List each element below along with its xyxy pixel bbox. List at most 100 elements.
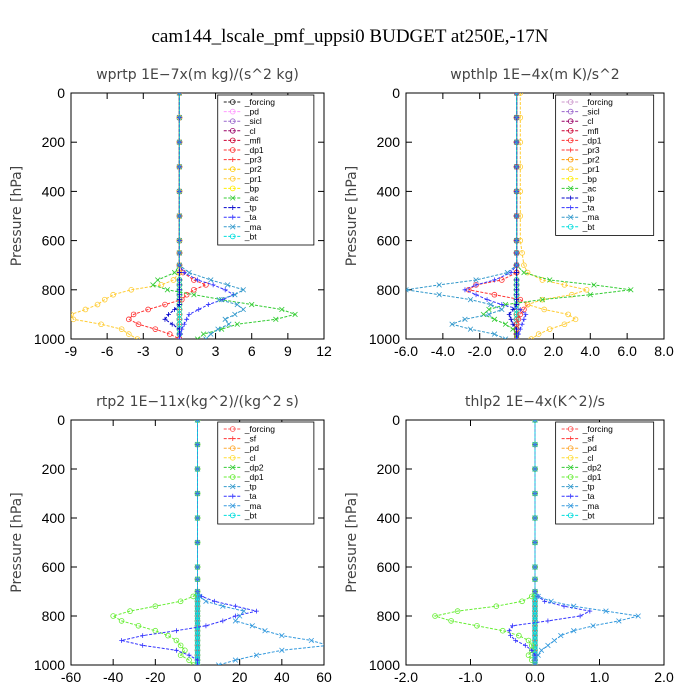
series-dp1-point [515,316,522,323]
series-ta-point [119,638,124,643]
series-tp-point [514,270,519,275]
series-ma-point [215,326,221,332]
legend-marker-point [229,137,236,144]
x-tick-label: 6 [248,343,256,359]
x-tick-label: -2.0 [394,669,418,685]
legend-label: _pr1 [582,164,600,174]
series-ac-point [164,287,171,293]
y-tick-label: 1000 [34,331,65,347]
legend-item: _mfl [223,135,261,145]
series-ac-point [150,282,156,288]
legend-item: _dp1 [561,135,602,145]
legend-label: _mfl [244,135,261,145]
series-ma-point [186,269,192,276]
series-ma-point [635,613,641,619]
legend-marker-point [230,436,236,441]
series-ma-point [234,301,240,308]
series-ma-point [545,642,551,649]
x-tick-label: -6 [101,343,114,359]
series-ac-point [155,277,161,283]
legend-marker-point [568,147,574,153]
legend-label: _bp [582,174,597,184]
series-ma-point [232,618,239,624]
series-ma-point [406,287,409,293]
series-ma-point [194,420,201,423]
x-tick-label: 0.0 [507,343,527,359]
series-ac-point [510,326,516,332]
legend-item: _tp [561,193,595,203]
legend-label: _ta [244,212,257,222]
y-tick-label: 200 [42,134,66,150]
series-ma-point [532,588,538,595]
series-ma-line [406,93,518,339]
series-ma-point [513,250,520,256]
series-ta-point [220,618,226,624]
series-pr1-point [561,282,568,288]
series-ma-point [513,139,520,145]
series-dp1-point [183,291,190,298]
legend-label: _ma [244,222,262,232]
legend-label: _sf [244,434,257,444]
series-ma-point [262,628,268,634]
y-tick-label: 200 [377,134,401,150]
legend-item: _forcing [223,424,275,434]
series-ma-point [532,420,538,423]
series-dp1-point [118,618,125,624]
series-ma-point [473,277,479,283]
legend-marker-point [567,185,574,192]
y-tick-label: 0 [392,412,400,428]
series-ma-point [502,336,509,339]
series-dp1-line [433,420,536,665]
y-axis-label: Pressure [hPa] [9,492,25,592]
series-ma-point [194,490,201,497]
series-ac-point [539,296,546,303]
series-ac-point [547,277,553,283]
x-tick-label: -2.0 [468,343,492,359]
y-tick-label: 200 [42,461,66,477]
series-dp1-point [474,622,480,629]
series-ta-point [514,336,519,339]
series-tp-point [514,277,519,283]
x-tick-label: 40 [274,669,290,685]
series-ma-point [194,564,201,570]
legend-item: _pd [223,107,259,117]
series-ta-point [233,613,238,619]
legend-label: _tp [582,482,595,492]
series-dp1-point [203,282,209,288]
series-ta-point [473,282,479,288]
series-ma-point [194,515,201,521]
legend-item: _cl [223,126,256,136]
y-axis-label: Pressure [hPa] [9,166,25,266]
series-dp1-point [152,627,159,634]
x-tick-label: 3 [212,343,220,359]
legend-marker-point [230,205,236,210]
series-dp1-point [177,598,184,605]
legend-label: _pd [244,443,259,453]
series-ma-point [603,608,609,614]
series-pr1-point [519,250,525,256]
legend-item: _ta [561,491,595,501]
legend-item: _ma [561,501,599,511]
x-tick-label: 1.0 [590,669,610,685]
series-ta-point [517,307,523,312]
series-tp-point [162,316,168,322]
x-tick-label: 60 [316,669,332,685]
series-ta-point [210,282,216,288]
series-ta-point [179,326,185,332]
series-ma-point [194,576,201,582]
series-dp1-point [432,613,438,619]
legend-label: _sicl [244,116,262,126]
legend-label: _ta [582,203,595,213]
y-tick-label: 800 [42,608,66,624]
legend-marker-point [230,214,236,220]
series-tp-point [510,307,516,312]
series-dp1-point [110,613,116,619]
series-dp1-point [454,608,461,614]
series-pr1-point [561,321,568,328]
legend-marker-point [230,464,236,471]
x-tick-label: -6.0 [394,343,418,359]
series-ma-point [176,164,183,170]
series-ma-point [571,603,577,609]
series-ma-line [197,420,324,665]
y-tick-label: 1000 [34,657,65,673]
